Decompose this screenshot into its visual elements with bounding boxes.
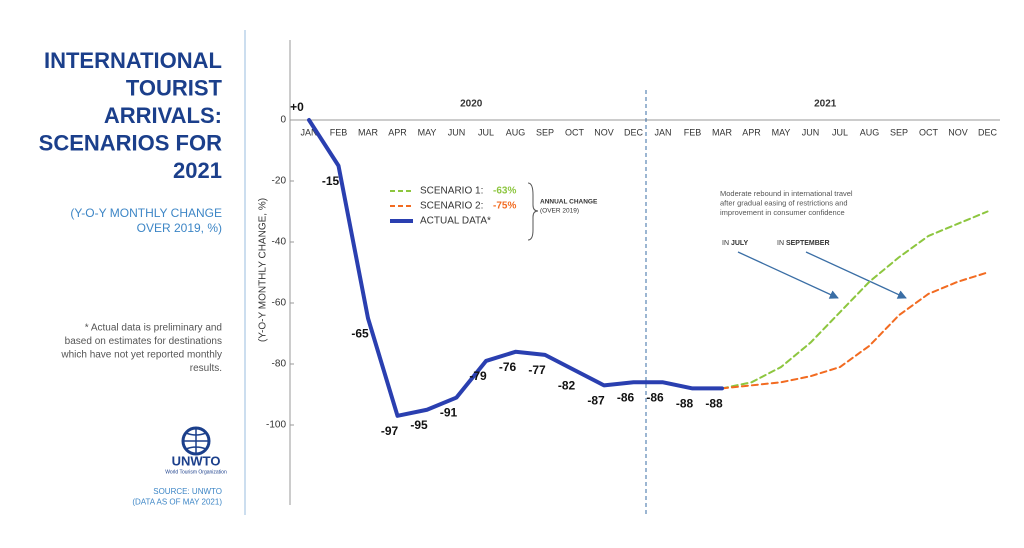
source-line: (DATA AS OF MAY 2021) [132, 498, 222, 507]
year-label: 2021 [814, 99, 837, 110]
x-tick-label: OCT [919, 127, 939, 137]
year-label: 2020 [460, 99, 483, 110]
y-tick-label: -100 [266, 420, 286, 431]
annual-change-label: ANNUAL CHANGE [540, 199, 598, 206]
data-label: -86 [646, 390, 664, 404]
callout-prefix: IN [722, 240, 731, 247]
data-label: -88 [705, 397, 723, 411]
logo: UNWTO [172, 453, 221, 468]
callout-prefix: IN [777, 240, 786, 247]
data-label: -95 [410, 418, 428, 432]
note-line: based on estimates for destinations [65, 336, 222, 347]
x-tick-label: SEP [536, 127, 554, 137]
legend-annual-change: -63% [493, 186, 516, 197]
legend-bracket [527, 182, 539, 241]
callout-month: SEPTEMBER [786, 240, 830, 247]
data-label: -76 [499, 360, 517, 374]
callout: IN JULY [722, 240, 749, 247]
callout-arrow [805, 251, 907, 299]
annual-change-sublabel: (OVER 2019) [540, 208, 579, 215]
x-tick-label: JUN [802, 127, 820, 137]
x-tick-label: MAY [772, 127, 791, 137]
note-line: results. [190, 363, 222, 374]
legend-label: ACTUAL DATA* [420, 216, 491, 227]
annotation-line: after gradual easing of restrictions and [720, 198, 848, 207]
x-tick-label: APR [742, 127, 761, 137]
data-label: -15 [322, 174, 340, 188]
x-tick-label: APR [388, 127, 407, 137]
x-tick-label: JUL [478, 127, 494, 137]
subtitle-line: (Y-O-Y MONTHLY CHANGE [70, 206, 222, 220]
y-tick-label: 0 [280, 115, 286, 126]
y-tick-label: -40 [272, 237, 287, 248]
title-line: INTERNATIONAL [44, 48, 222, 73]
title-line: SCENARIOS FOR [39, 130, 222, 155]
legend-annual-change: -75% [493, 201, 516, 212]
x-tick-label: SEP [890, 127, 908, 137]
x-tick-label: FEB [330, 127, 348, 137]
x-tick-label: JAN [300, 127, 317, 137]
logo-subtitle: World Tourism Organization [165, 469, 227, 475]
x-tick-label: DEC [978, 127, 998, 137]
data-label: -86 [617, 390, 635, 404]
x-tick-label: DEC [624, 127, 644, 137]
title-line: ARRIVALS: [104, 103, 222, 128]
x-tick-label: JUL [832, 127, 848, 137]
data-label: -82 [558, 378, 576, 392]
data-label: -91 [440, 406, 458, 420]
x-tick-label: AUG [860, 127, 880, 137]
series-line [721, 210, 989, 390]
data-label: -77 [528, 363, 546, 377]
x-tick-label: AUG [506, 127, 526, 137]
series-line [721, 271, 989, 390]
legend-label: SCENARIO 1: [420, 186, 483, 197]
legend-label: SCENARIO 2: [420, 201, 483, 212]
callout-arrow [737, 251, 839, 299]
y-tick-label: -80 [272, 359, 287, 370]
y-axis-label: (Y-O-Y MONTHLY CHANGE, %) [258, 198, 269, 342]
data-label: -88 [676, 397, 694, 411]
annotation-line: Moderate rebound in international travel [720, 189, 853, 198]
title-line: 2021 [173, 158, 222, 183]
data-label: -79 [469, 369, 487, 383]
subtitle-line: OVER 2019, %) [137, 221, 222, 235]
data-label: +0 [290, 100, 304, 114]
x-tick-label: FEB [684, 127, 702, 137]
x-tick-label: MAR [712, 127, 733, 137]
x-tick-label: MAY [418, 127, 437, 137]
y-tick-label: -60 [272, 298, 287, 309]
data-label: -97 [381, 424, 399, 438]
note-line: * Actual data is preliminary and [85, 323, 222, 334]
series-line [307, 118, 724, 418]
x-tick-label: MAR [358, 127, 379, 137]
logo-globe-lines [183, 428, 209, 454]
data-label: -87 [587, 394, 605, 408]
y-tick-label: -20 [272, 176, 287, 187]
data-label: -65 [351, 326, 369, 340]
annotation-line: improvement in consumer confidence [720, 208, 845, 217]
callout: IN SEPTEMBER [777, 240, 830, 247]
title-line: TOURIST [126, 75, 223, 100]
note-line: which have not yet reported monthly [60, 350, 222, 361]
x-tick-label: NOV [948, 127, 968, 137]
x-tick-label: JUN [448, 127, 466, 137]
x-tick-label: OCT [565, 127, 585, 137]
x-tick-label: JAN [654, 127, 671, 137]
source-line: SOURCE: UNWTO [153, 487, 222, 496]
x-tick-label: NOV [594, 127, 614, 137]
callout-month: JULY [731, 240, 749, 247]
